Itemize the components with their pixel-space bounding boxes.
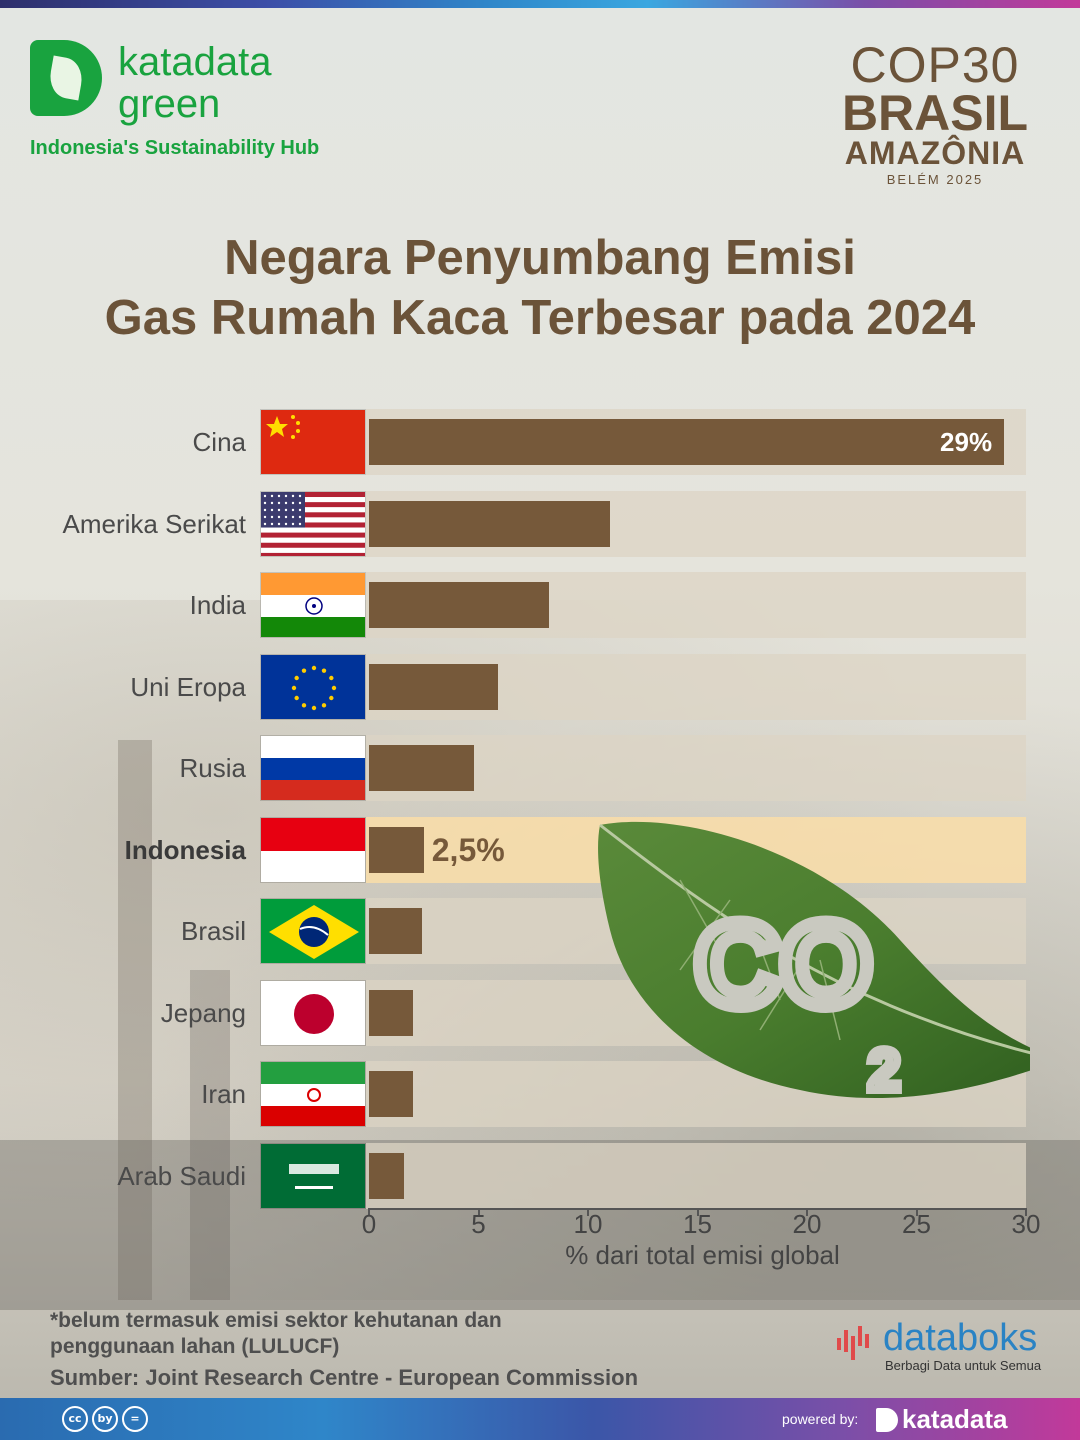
category-label: Amerika Serikat xyxy=(62,508,247,539)
x-tick-label: 15 xyxy=(683,1209,712,1239)
flag-icon xyxy=(260,1142,366,1209)
cop-line3: AMAZÔNIA xyxy=(844,135,1026,171)
bar-row: India xyxy=(0,572,1080,638)
co2-subscript: 2 xyxy=(868,1038,900,1103)
bar-track xyxy=(366,1142,1026,1209)
background-tower xyxy=(190,970,230,1300)
brand-line2: green xyxy=(118,82,221,126)
co2-leaf-illustration: CO 2 xyxy=(598,821,1030,1107)
license-icons: cc by = xyxy=(62,1406,148,1432)
bar-row: Uni Eropa xyxy=(0,653,1080,720)
bar-track xyxy=(366,735,1026,801)
data-label: 29% xyxy=(940,427,993,457)
bar xyxy=(369,745,475,791)
bar xyxy=(369,663,499,710)
cc-icon: cc xyxy=(62,1406,88,1432)
category-label: India xyxy=(189,590,246,620)
cop-line4: BELÉM 2025 xyxy=(886,172,984,187)
bar-row: Cina 29% xyxy=(0,409,1080,475)
source-text: Sumber: Joint Research Centre - European… xyxy=(50,1365,639,1390)
bar-row: Amerika Serikat xyxy=(0,490,1080,557)
data-label: 2,5% xyxy=(431,831,505,868)
x-tick xyxy=(696,1208,699,1216)
flag-icon xyxy=(260,653,366,720)
co2-text: CO xyxy=(695,899,872,1031)
footnote: *belum termasuk emisi sektor kehutanan d… xyxy=(50,1309,502,1358)
powered-by-label: powered by: xyxy=(782,1411,859,1427)
flag-icon xyxy=(260,735,366,801)
category-label: Jepang xyxy=(160,997,246,1028)
category-label: Brasil xyxy=(180,916,246,946)
bar-row: Arab Saudi xyxy=(0,1142,1080,1209)
category-label: Indonesia xyxy=(124,834,246,865)
x-tick xyxy=(915,1208,918,1216)
flag-icon xyxy=(260,816,366,883)
databoks-bars-icon xyxy=(837,1326,869,1360)
chart-title-line1: Negara Penyumbang Emisi xyxy=(224,231,856,285)
x-tick xyxy=(368,1208,370,1216)
background-chimney xyxy=(118,740,152,1300)
bar xyxy=(369,826,424,873)
bar xyxy=(369,989,413,1036)
bar-row: Rusia xyxy=(0,735,1080,801)
cop-line2: BRASIL xyxy=(841,85,1029,141)
by-icon: by xyxy=(92,1406,118,1432)
brand-tagline: Indonesia's Sustainability Hub xyxy=(30,137,320,159)
flag-icon xyxy=(260,490,366,557)
flag-icon xyxy=(260,409,366,475)
x-tick-label: 30 xyxy=(1011,1209,1041,1239)
databoks-tagline: Berbagi Data untuk Semua xyxy=(885,1358,1042,1373)
x-tick xyxy=(806,1208,808,1216)
top-color-stripe xyxy=(0,0,1080,8)
cop30-logo: COP30 BRASIL AMAZÔNIA BELÉM 2025 xyxy=(830,40,1040,187)
bar xyxy=(369,419,1005,465)
x-axis-label: % dari total emisi global xyxy=(565,1240,840,1270)
x-tick-label: 0 xyxy=(361,1209,377,1239)
category-label: Uni Eropa xyxy=(130,671,246,702)
bar xyxy=(369,908,422,954)
katadata-footer-logo: katadata xyxy=(876,1404,1008,1434)
bar xyxy=(369,582,549,628)
x-tick xyxy=(1025,1208,1027,1216)
bar xyxy=(369,1071,413,1117)
x-tick-label: 20 xyxy=(792,1209,822,1239)
leaf-logo-icon xyxy=(30,40,102,116)
flag-icon xyxy=(260,898,366,964)
x-tick-label: 5 xyxy=(471,1209,486,1239)
flag-icon xyxy=(260,979,366,1046)
katadata-footer-name: katadata xyxy=(902,1404,1008,1434)
category-label: Iran xyxy=(201,1079,246,1109)
cop-line1: COP30 xyxy=(850,37,1020,93)
x-tick-label: 25 xyxy=(902,1209,931,1239)
bar-row: Indonesia 2,5% xyxy=(0,816,1080,883)
category-label: Cina xyxy=(192,427,246,457)
flag-icon xyxy=(260,1061,366,1127)
brand-line1: katadata xyxy=(118,40,272,84)
bar xyxy=(369,1152,405,1199)
category-label: Rusia xyxy=(179,753,246,783)
databoks-name: databoks xyxy=(883,1317,1038,1359)
footer-bar xyxy=(0,1398,1080,1440)
katadata-d-icon xyxy=(876,1408,898,1432)
flag-icon xyxy=(260,572,366,638)
category-label: Arab Saudi xyxy=(117,1160,246,1191)
x-tick xyxy=(587,1208,589,1216)
nd-icon: = xyxy=(122,1406,148,1432)
x-tick xyxy=(477,1208,480,1216)
chart-title-line2: Gas Rumah Kaca Terbesar pada 2024 xyxy=(104,291,976,345)
x-tick-label: 10 xyxy=(573,1209,603,1239)
bar xyxy=(369,500,610,547)
